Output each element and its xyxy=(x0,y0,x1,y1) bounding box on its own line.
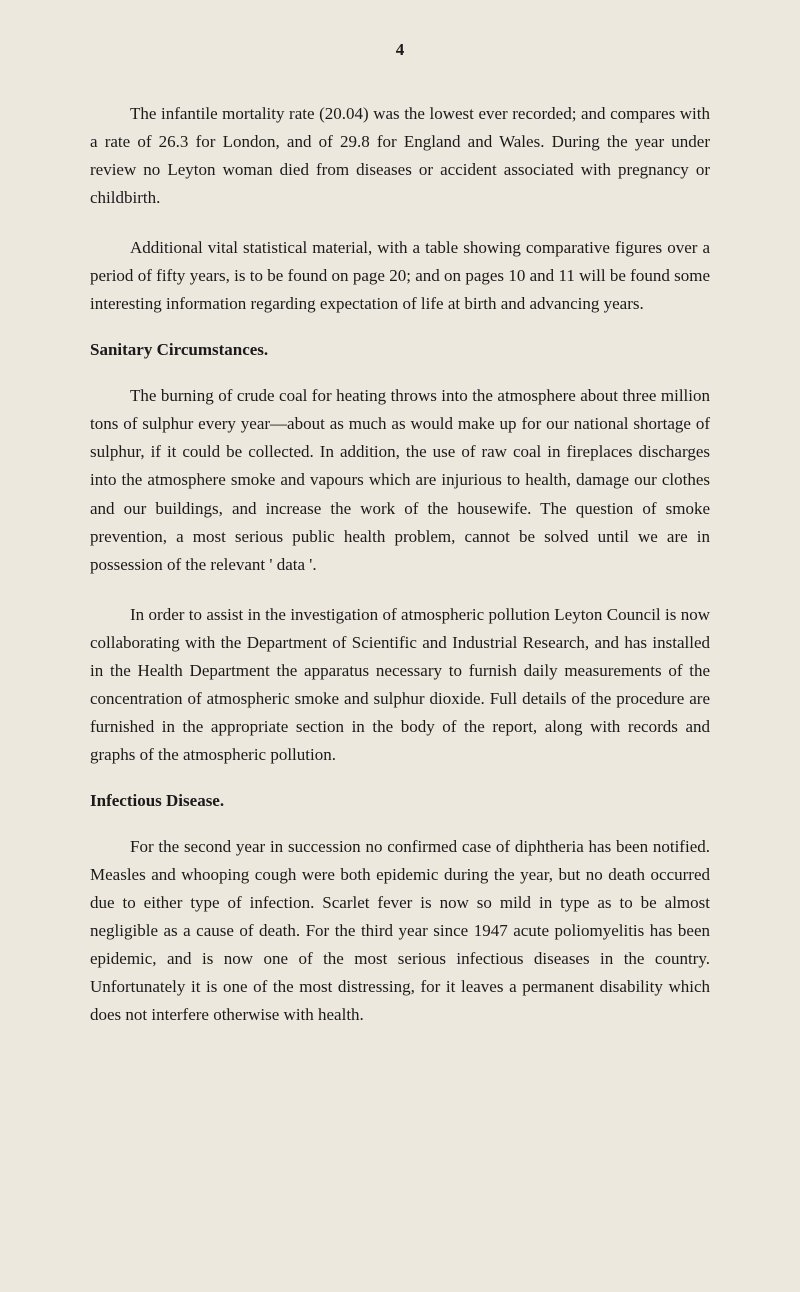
body-paragraph: In order to assist in the investigation … xyxy=(90,601,710,769)
body-paragraph: The infantile mortality rate (20.04) was… xyxy=(90,100,710,212)
body-paragraph: Additional vital statistical material, w… xyxy=(90,234,710,318)
body-paragraph: The burning of crude coal for heating th… xyxy=(90,382,710,578)
body-paragraph: For the second year in succession no con… xyxy=(90,833,710,1029)
section-heading-sanitary: Sanitary Circumstances. xyxy=(90,340,710,360)
page-number: 4 xyxy=(90,40,710,60)
section-heading-infectious: Infectious Disease. xyxy=(90,791,710,811)
